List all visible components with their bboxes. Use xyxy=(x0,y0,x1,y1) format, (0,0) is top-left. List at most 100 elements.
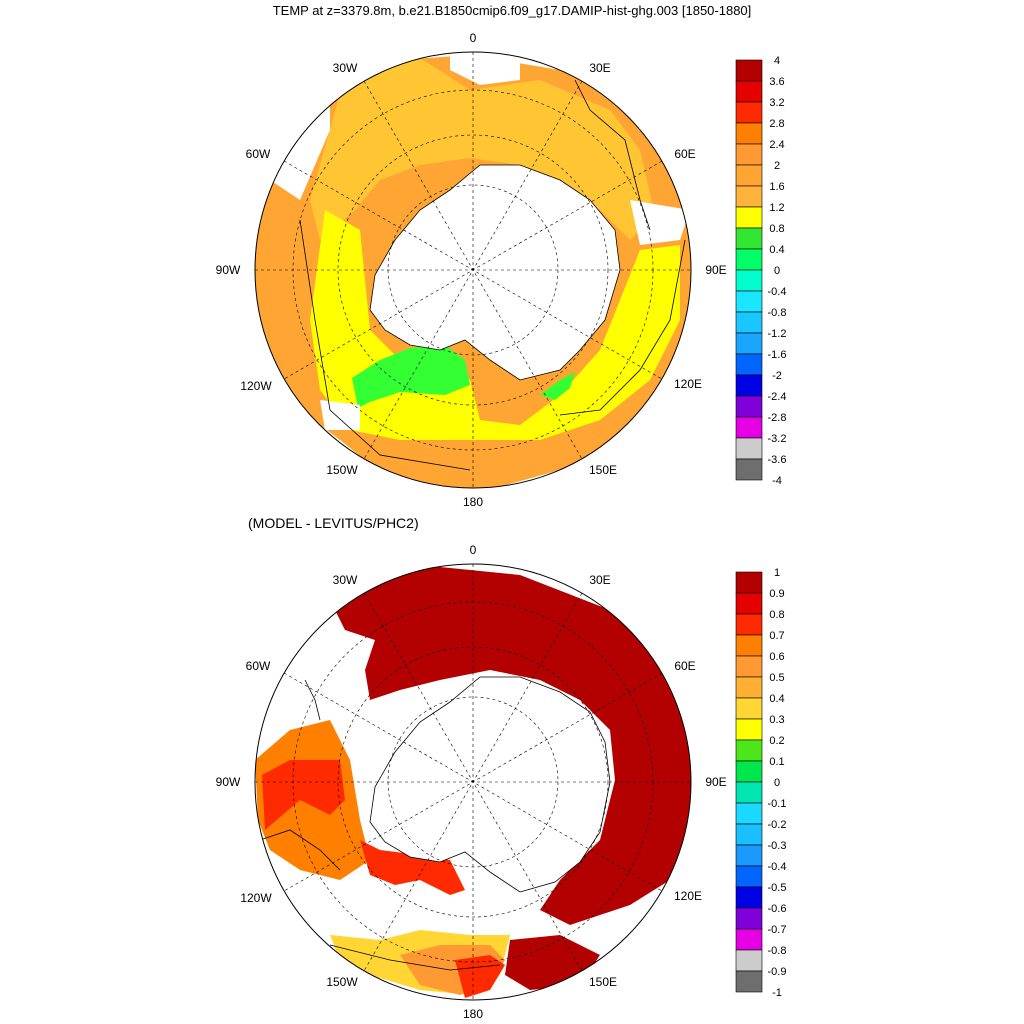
bottom-colorbar-tick-label: -0.1 xyxy=(768,798,787,810)
top-lon-label-90w: 90W xyxy=(216,263,241,277)
bottom-latitude-ring xyxy=(337,646,609,918)
bottom-contour-1 xyxy=(259,829,341,871)
top-colorbar-swatch xyxy=(735,374,763,397)
bottom-lon-label-60w: 60W xyxy=(246,659,271,673)
top-colorbar-swatch xyxy=(735,206,763,229)
top-contour-2 xyxy=(574,79,651,231)
top-colorbar-swatch xyxy=(735,332,763,355)
top-colorbar-swatch xyxy=(735,122,763,145)
bottom-colorbar-tick-label: -0.9 xyxy=(768,966,787,978)
bottom-colorbar-swatch xyxy=(735,634,763,657)
bottom-colorbar-tick-label: 0.7 xyxy=(769,630,784,642)
bottom-colorbar-swatch xyxy=(735,970,763,993)
chart-title: TEMP at z=3379.8m, b.e21.B1850cmip6.f09_… xyxy=(273,3,752,18)
top-colorbar-tick-label: -0.8 xyxy=(768,307,787,319)
top-lon-label-150e: 150E xyxy=(589,463,617,477)
top-colorbar-tick-label: -3.2 xyxy=(768,433,787,445)
bottom-contour-3 xyxy=(304,679,321,721)
bottom-colorbar-tick-label: 0.3 xyxy=(769,714,784,726)
bottom-colorbar: 1 0.9 0.8 0.7 0.6 0.5 0.4 0.3 0.2 0.1 0 -0.1 -0.2 -0.… xyxy=(735,567,787,999)
top-colorbar-swatch xyxy=(735,185,763,208)
top-lon-label-60w: 60W xyxy=(246,147,271,161)
top-lon-label-30w: 30W xyxy=(333,61,358,75)
top-lon-label-30e: 30E xyxy=(589,61,610,75)
difference-label: (MODEL - LEVITUS/PHC2) xyxy=(248,515,419,531)
bottom-field-bellingshausen xyxy=(360,840,465,895)
bottom-colorbar-tick-label: -0.4 xyxy=(768,861,787,873)
bottom-lon-label-90e: 90E xyxy=(705,775,726,789)
bottom-lon-label-180: 180 xyxy=(463,1007,483,1021)
bottom-colorbar-tick-label: 0.9 xyxy=(769,588,784,600)
bottom-field-west-red xyxy=(262,760,345,830)
top-colorbar-swatch xyxy=(735,269,763,292)
top-colorbar-swatch xyxy=(735,248,763,271)
top-colorbar-swatch xyxy=(735,59,763,82)
bottom-colorbar-swatch xyxy=(735,781,763,804)
bottom-colorbar-tick-label: 0.5 xyxy=(769,672,784,684)
top-antarctica xyxy=(369,164,621,381)
bottom-colorbar-swatch xyxy=(735,886,763,909)
bottom-colorbar-swatch xyxy=(735,949,763,972)
bottom-graticule xyxy=(255,564,691,1000)
top-colorbar-swatch xyxy=(735,311,763,334)
bottom-meridians xyxy=(255,564,691,1000)
top-colorbar-swatch xyxy=(735,290,763,313)
top-map-border xyxy=(254,51,692,489)
top-colorbar-tick-label: 4 xyxy=(774,55,780,67)
top-colorbar: 4 3.6 3.2 2.8 2.4 2 1.6 1.2 0.8 0.4 0 -0.4 -0.8 -1.2 -… xyxy=(735,55,787,487)
top-lon-label-90e: 90E xyxy=(705,263,726,277)
top-lon-label-120w: 120W xyxy=(240,379,272,393)
top-meridians xyxy=(255,52,691,488)
top-colorbar-tick-label: 0 xyxy=(774,265,780,277)
bottom-field-main xyxy=(330,565,691,925)
bottom-colorbar-swatch xyxy=(735,697,763,720)
top-colorbar-swatch xyxy=(735,101,763,124)
top-gap-2 xyxy=(630,200,690,245)
top-colorbar-tick-label: 0.8 xyxy=(769,223,784,235)
top-field-ross-sea xyxy=(352,345,470,408)
top-field-adelie xyxy=(540,372,575,400)
top-colorbar-tick-label: -4 xyxy=(772,475,782,487)
bottom-lon-label-120e: 120E xyxy=(674,889,702,903)
bottom-map-border xyxy=(254,563,692,1001)
top-colorbar-tick-label: -2 xyxy=(772,370,782,382)
bottom-colorbar-tick-label: -0.2 xyxy=(768,819,787,831)
bottom-colorbar-swatch xyxy=(735,865,763,888)
top-colorbar-tick-label: 1.6 xyxy=(769,181,784,193)
bottom-colorbar-swatch xyxy=(735,802,763,825)
bottom-colorbar-tick-label: -0.8 xyxy=(768,945,787,957)
bottom-colorbar-tick-label: -0.5 xyxy=(768,882,787,894)
bottom-colorbar-tick-label: -0.3 xyxy=(768,840,787,852)
top-map: 0 30E 60E 90E 120E 150E 180 150W 120W 90… xyxy=(216,31,727,509)
top-colorbar-tick-label: 1.2 xyxy=(769,202,784,214)
top-colorbar-tick-label: -1.2 xyxy=(768,328,787,340)
top-colorbar-tick-label: 3.2 xyxy=(769,97,784,109)
bottom-lon-label-60e: 60E xyxy=(674,659,695,673)
bottom-lon-label-150e: 150E xyxy=(589,975,617,989)
top-gap-3 xyxy=(320,400,360,430)
bottom-colorbar-swatch xyxy=(735,592,763,615)
bottom-colorbar-swatch xyxy=(735,907,763,930)
bottom-lon-label-150w: 150W xyxy=(326,975,358,989)
bottom-lon-label-30e: 30E xyxy=(589,573,610,587)
bottom-colorbar-swatch xyxy=(735,844,763,867)
bottom-lon-label-120w: 120W xyxy=(240,891,272,905)
bottom-colorbar-tick-label: -0.7 xyxy=(768,924,787,936)
top-colorbar-tick-label: -0.4 xyxy=(768,286,787,298)
top-colorbar-swatch xyxy=(735,143,763,166)
top-colorbar-tick-label: 2 xyxy=(774,160,780,172)
bottom-colorbar-swatch xyxy=(735,655,763,678)
top-colorbar-swatch xyxy=(735,437,763,460)
bottom-colorbar-tick-label: 0.4 xyxy=(769,693,784,705)
bottom-colorbar-swatch xyxy=(735,928,763,951)
top-latitude-ring xyxy=(337,134,609,406)
top-lon-label-0: 0 xyxy=(470,31,477,45)
top-colorbar-swatch xyxy=(735,80,763,103)
bottom-colorbar-tick-label: -1 xyxy=(772,987,782,999)
top-graticule xyxy=(255,52,691,488)
bottom-colorbar-swatch xyxy=(735,571,763,594)
bottom-colorbar-swatch xyxy=(735,760,763,783)
top-colorbar-swatch xyxy=(735,353,763,376)
top-gap-1 xyxy=(450,52,520,85)
